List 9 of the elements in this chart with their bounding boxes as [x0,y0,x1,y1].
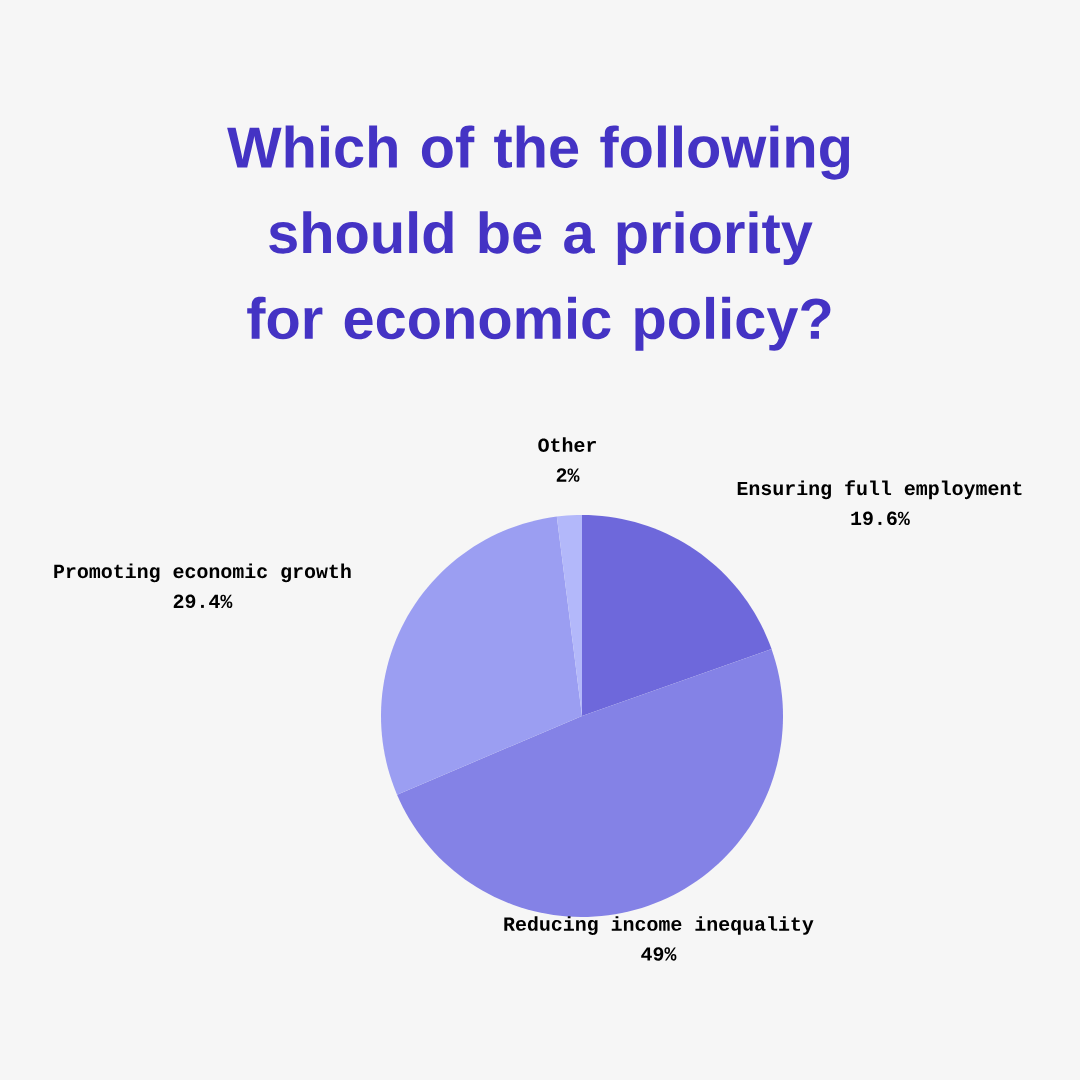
data-label: 2% [556,468,580,482]
data-label: 19.6% [851,511,910,526]
slice-label: Ensuring full employment [737,480,1022,500]
slice-label: Reducing income inequality [504,916,814,935]
slice-label: Promoting economic growth [54,563,351,583]
data-label: 29.4% [173,594,233,609]
slice-label: Other [538,437,596,452]
data-label: 49% [641,947,677,961]
chart-title: Which of the following should be a priority for economic policy? [227,125,850,351]
